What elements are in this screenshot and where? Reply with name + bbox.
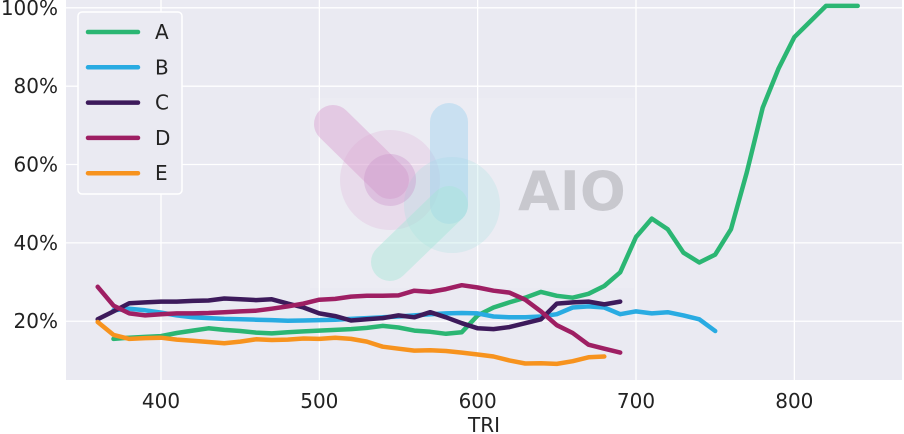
- series-line-a: [111, 3, 860, 342]
- x-axis-title: TRI: [467, 413, 500, 434]
- legend-label-c: C: [155, 91, 169, 115]
- grid-lines: [66, 0, 902, 380]
- legend-label-e: E: [155, 161, 168, 185]
- legend-label-a: A: [155, 20, 169, 44]
- legend-label-d: D: [155, 126, 170, 150]
- watermark-dot-purple: [364, 154, 416, 206]
- y-tick-label: 60%: [14, 153, 58, 177]
- y-tick-label: 100%: [1, 0, 58, 20]
- series-line-d: [95, 282, 623, 355]
- y-tick-label: 40%: [14, 231, 58, 255]
- y-tick-label: 20%: [14, 309, 58, 333]
- watermark-bar-purple: [314, 105, 409, 199]
- y-tick-label: 80%: [14, 74, 58, 98]
- y-axis-ticks: 20% 40% 60% 80% 100%: [1, 0, 58, 333]
- x-tick-label: 800: [775, 389, 813, 413]
- watermark-ring-teal: [404, 157, 500, 253]
- watermark-backdrop: [310, 98, 634, 288]
- legend-label-b: B: [155, 55, 169, 79]
- x-tick-label: 600: [459, 389, 497, 413]
- watermark-ring-purple: [340, 130, 440, 230]
- x-tick-label: 500: [300, 389, 338, 413]
- x-axis-ticks: 400 500 600 700 800: [142, 389, 814, 413]
- watermark-text: AIO: [518, 160, 626, 223]
- series-lines: [95, 3, 860, 367]
- series-line-e: [95, 319, 607, 367]
- watermark: AIO: [310, 98, 634, 288]
- series-line-c: [95, 296, 623, 332]
- watermark-bar-teal: [371, 186, 468, 281]
- x-tick-label: 700: [617, 389, 655, 413]
- x-tick-label: 400: [142, 389, 180, 413]
